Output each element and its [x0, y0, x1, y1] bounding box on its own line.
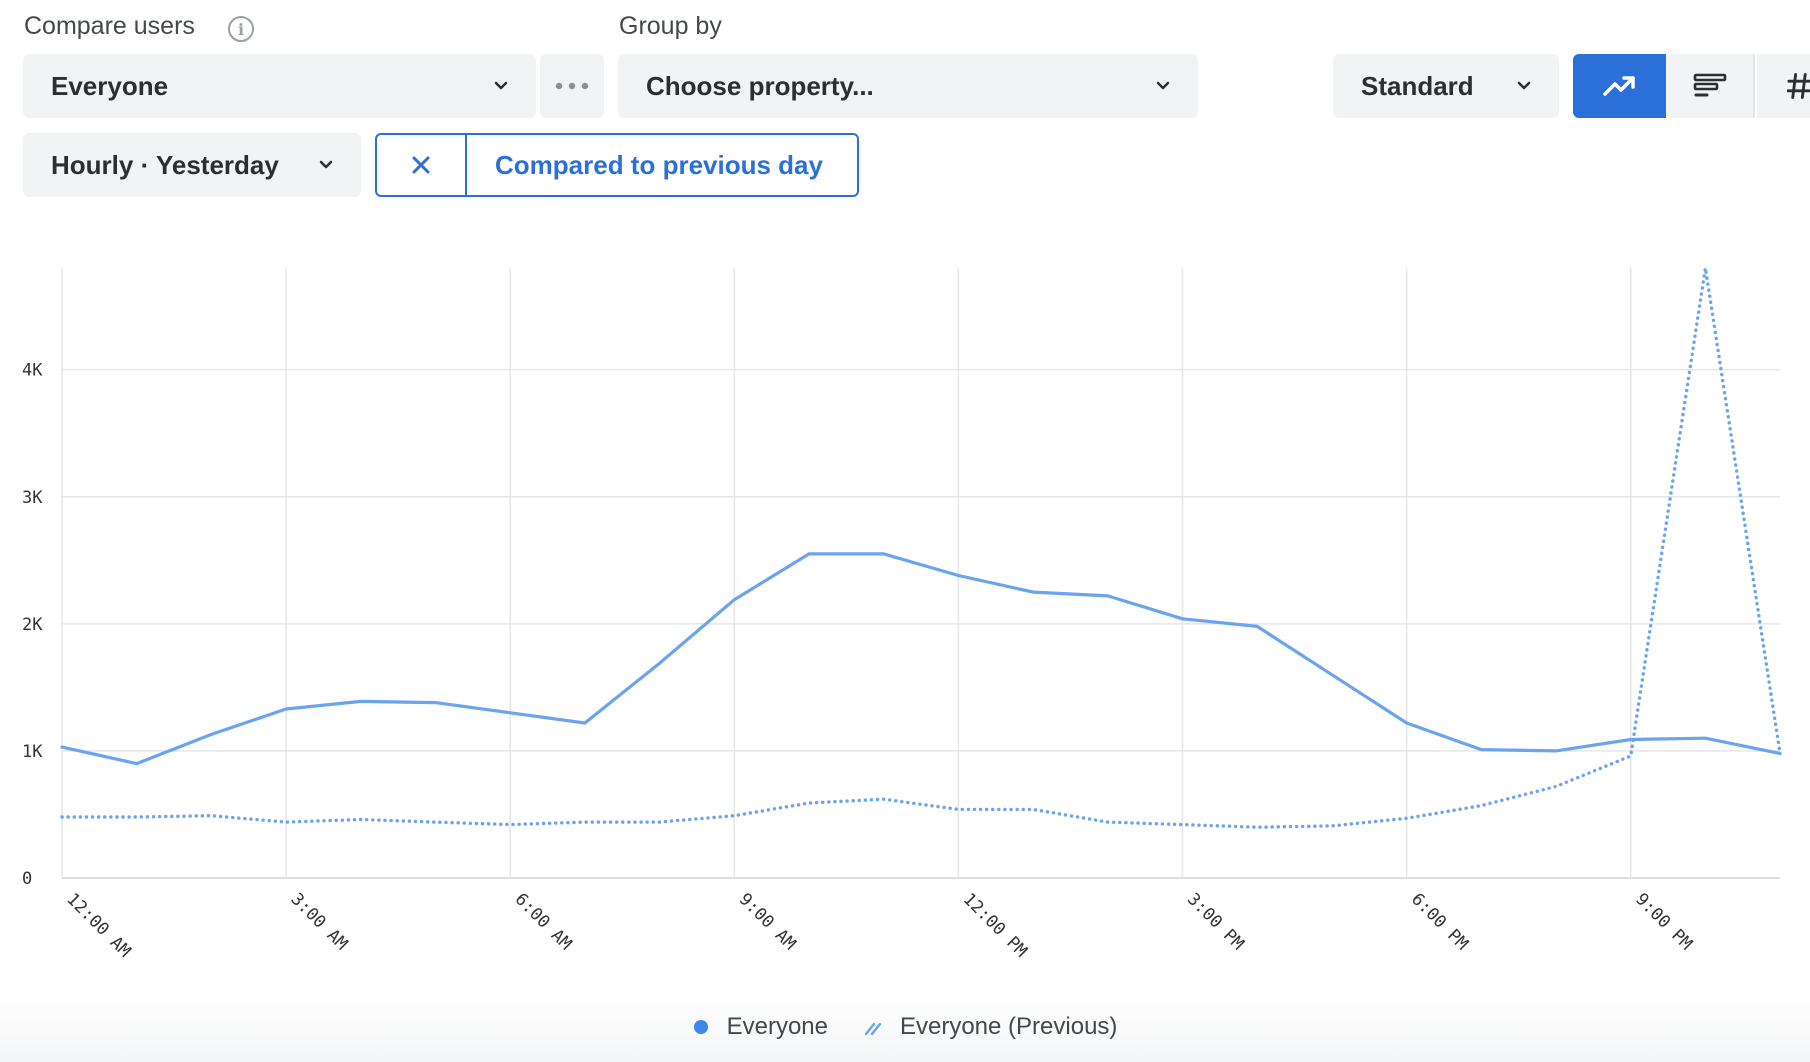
y-tick-label: 2K: [22, 615, 43, 635]
hash-icon: [1787, 73, 1810, 99]
x-axis-ticks: 12:00 AM 3:00 AM 6:00 AM 9:00 AM 12:00 PM 3:0…: [62, 889, 1696, 961]
more-horizontal-icon: [555, 82, 589, 90]
x-tick-label: 3:00 PM: [1183, 889, 1248, 954]
chart-legend: Everyone Everyone (Previous): [0, 992, 1810, 1062]
compare-users-label: Compare users: [24, 12, 195, 40]
info-icon[interactable]: i: [228, 16, 254, 42]
group-by-label: Group by: [619, 12, 722, 40]
legend-label-everyone-previous: Everyone (Previous): [899, 1013, 1118, 1040]
series-hatch-icon: [864, 1022, 882, 1036]
more-options-button[interactable]: [540, 54, 604, 118]
line-chart-view-button[interactable]: [1573, 54, 1666, 118]
chevron-down-icon: [494, 81, 508, 90]
y-tick-label: 4K: [22, 361, 43, 381]
compare-chip-label[interactable]: Compared to previous day: [495, 149, 823, 180]
x-tick-label: 12:00 AM: [62, 889, 134, 961]
x-tick-label: 6:00 PM: [1407, 889, 1472, 954]
y-tick-label: 0: [22, 869, 32, 889]
x-tick-label: 9:00 AM: [735, 889, 800, 954]
interval-select[interactable]: Hourly · Yesterday: [23, 133, 361, 197]
users-select[interactable]: Everyone: [23, 54, 536, 118]
legend-label-everyone: Everyone: [726, 1013, 828, 1040]
y-tick-label: 3K: [22, 488, 43, 508]
chevron-down-icon: [1517, 81, 1531, 90]
bar-chart-view-button[interactable]: [1666, 54, 1755, 118]
chevron-down-icon: [1156, 81, 1170, 90]
x-tick-label: 3:00 AM: [287, 889, 352, 954]
legend-item-everyone[interactable]: Everyone: [693, 1013, 828, 1041]
legend-item-everyone-previous[interactable]: Everyone (Previous): [864, 1013, 1117, 1041]
display-mode-value: Standard: [1361, 70, 1474, 101]
series-dot-icon: [693, 1020, 708, 1034]
chart-series: [60, 266, 1782, 829]
y-tick-label: 1K: [22, 742, 43, 762]
x-tick-label: 9:00 PM: [1631, 889, 1696, 954]
x-tick-label: 6:00 AM: [511, 889, 576, 954]
chart-grid: [61, 268, 1780, 879]
close-icon: [412, 156, 430, 174]
y-axis-ticks: 0 1K 2K 3K 4K: [22, 361, 43, 889]
trending-up-icon: [1602, 76, 1635, 96]
chevron-down-icon: [319, 160, 333, 169]
compare-chip: Compared to previous day: [375, 133, 859, 197]
property-select[interactable]: Choose property...: [618, 54, 1198, 118]
display-mode-select[interactable]: Standard: [1333, 54, 1559, 118]
x-tick-label: 12:00 PM: [959, 889, 1031, 961]
users-select-value: Everyone: [51, 70, 169, 101]
property-select-value: Choose property...: [646, 70, 874, 101]
interval-select-value: Hourly · Yesterday: [51, 149, 279, 180]
number-view-button[interactable]: [1757, 54, 1810, 118]
bar-chart-horizontal-icon: [1693, 73, 1726, 97]
series-line-everyone-previous: [60, 266, 1782, 829]
remove-compare-button[interactable]: [377, 135, 467, 195]
series-line-everyone: [60, 552, 1782, 766]
